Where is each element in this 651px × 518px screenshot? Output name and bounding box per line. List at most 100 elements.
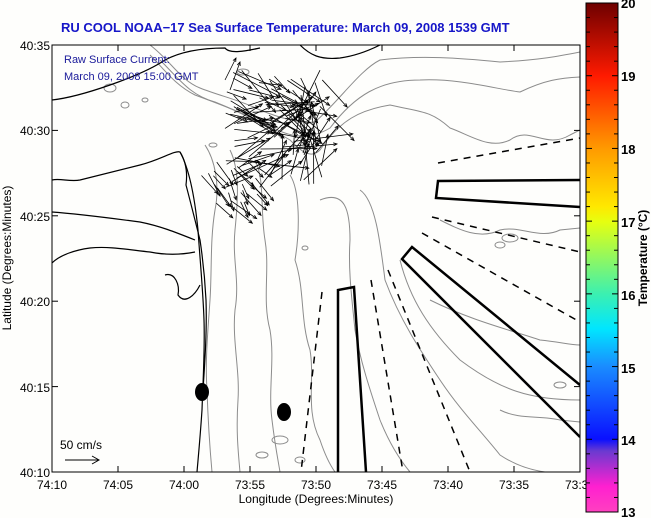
x-tick-label: 73:40 — [433, 478, 463, 492]
current-vector — [228, 178, 237, 201]
current-vector — [228, 203, 254, 224]
current-vector — [233, 105, 261, 113]
x-tick-label: 73:3 — [565, 478, 589, 492]
current-vector — [299, 116, 331, 165]
y-tick-label: 40:25 — [20, 210, 50, 224]
current-vector — [258, 82, 283, 87]
x-tick-label: 73:45 — [367, 478, 397, 492]
colorbar — [585, 2, 619, 513]
colorbar-label: 14 — [621, 433, 636, 448]
current-vector — [293, 132, 354, 142]
track-solid-3 — [336, 285, 368, 472]
y-tick-label: 40:35 — [20, 39, 50, 53]
current-vector — [294, 86, 306, 139]
map-title: RU COOL NOAA−17 Sea Surface Temperature:… — [61, 20, 510, 35]
x-tick-label: 74:05 — [103, 478, 133, 492]
current-vector — [234, 157, 281, 168]
current-vector — [201, 175, 219, 195]
current-vector — [230, 169, 238, 186]
x-axis-label: Longitude (Degrees:Minutes) — [239, 492, 394, 506]
current-vector — [256, 193, 269, 207]
y-tick-label: 40:30 — [20, 124, 50, 138]
current-vector — [282, 142, 311, 148]
y-tick-labels: 40:35 40:30 40:25 40:20 40:15 40:10 — [20, 39, 50, 480]
x-tick-label: 73:35 — [499, 478, 529, 492]
x-tick-label: 74:00 — [169, 478, 199, 492]
current-vector — [225, 175, 254, 188]
current-vector — [229, 61, 241, 91]
y-tick-label: 40:15 — [20, 381, 50, 395]
current-vector — [236, 166, 249, 177]
colorbar-label: 18 — [621, 142, 635, 157]
current-vector — [307, 131, 323, 178]
current-vector — [301, 91, 317, 113]
track-dashed-3 — [421, 232, 580, 323]
plot-frame — [51, 44, 581, 473]
current-vector — [271, 99, 317, 108]
map-content: Raw Surface Current: March 09, 2008 15:0… — [52, 45, 580, 472]
y-tick-label: 40:20 — [20, 295, 50, 309]
colorbar-label: 17 — [621, 215, 635, 230]
current-vector — [255, 177, 275, 202]
track-dashed-1 — [437, 137, 580, 164]
current-vector — [225, 112, 249, 123]
current-vector — [288, 142, 339, 149]
survey-tracks — [300, 137, 580, 472]
surface-current-vectors — [201, 57, 355, 224]
track-solid-2 — [400, 245, 580, 438]
x-tick-label: 73:50 — [301, 478, 331, 492]
current-vector — [238, 151, 263, 169]
bathymetry-contours — [103, 45, 580, 472]
current-vector — [299, 116, 317, 135]
y-axis-label: Latitude (Degrees:Minutes) — [0, 186, 14, 331]
current-vector — [224, 57, 237, 81]
current-vector — [240, 192, 262, 217]
legend-line-1: Raw Surface Current: — [64, 54, 170, 66]
current-vector — [271, 99, 309, 135]
current-vector — [275, 119, 323, 144]
current-vector — [230, 200, 258, 220]
current-vector — [303, 103, 319, 124]
track-solid-1 — [434, 178, 580, 209]
colorbar-label: 13 — [621, 505, 635, 518]
current-vector — [321, 79, 348, 108]
x-tick-labels: 74:10 74:05 74:00 73:55 73:50 73:45 73:4… — [37, 478, 589, 492]
colorbar-label: 20 — [621, 0, 635, 11]
current-vector — [271, 88, 299, 104]
current-vector — [213, 170, 230, 187]
current-vector — [241, 183, 250, 200]
current-vector — [238, 71, 282, 90]
current-vector — [264, 102, 295, 109]
current-vector — [246, 116, 274, 134]
current-vector — [319, 106, 355, 142]
current-vector — [241, 153, 275, 166]
current-vector — [233, 77, 253, 89]
current-vector — [290, 147, 300, 175]
coastline — [52, 45, 381, 472]
current-vector — [315, 125, 339, 154]
current-vector — [233, 106, 273, 125]
current-vector — [280, 133, 285, 180]
axis-ticks — [51, 44, 581, 473]
current-vector — [234, 128, 284, 137]
scale-arrow-icon — [65, 455, 101, 465]
colorbar-label: 15 — [621, 361, 635, 376]
current-vector — [216, 161, 234, 186]
colorbar-labels: 20 19 18 17 16 15 14 13 — [621, 0, 636, 518]
current-vector — [214, 184, 230, 208]
current-vector — [216, 202, 234, 219]
track-dashed-4 — [300, 291, 323, 472]
legend-line-2: March 09, 2008 15:00 GMT — [64, 71, 199, 83]
mooring-1 — [195, 383, 209, 401]
current-vector — [246, 192, 268, 211]
colorbar-label: 16 — [621, 288, 635, 303]
scale-label: 50 cm/s — [60, 438, 102, 452]
y-tick-label: 40:10 — [20, 466, 50, 480]
track-dashed-6 — [387, 269, 471, 472]
current-vector — [236, 106, 276, 128]
current-vector — [213, 175, 226, 190]
current-vector — [226, 91, 248, 100]
mooring-2 — [277, 403, 291, 421]
current-vector — [303, 147, 338, 181]
